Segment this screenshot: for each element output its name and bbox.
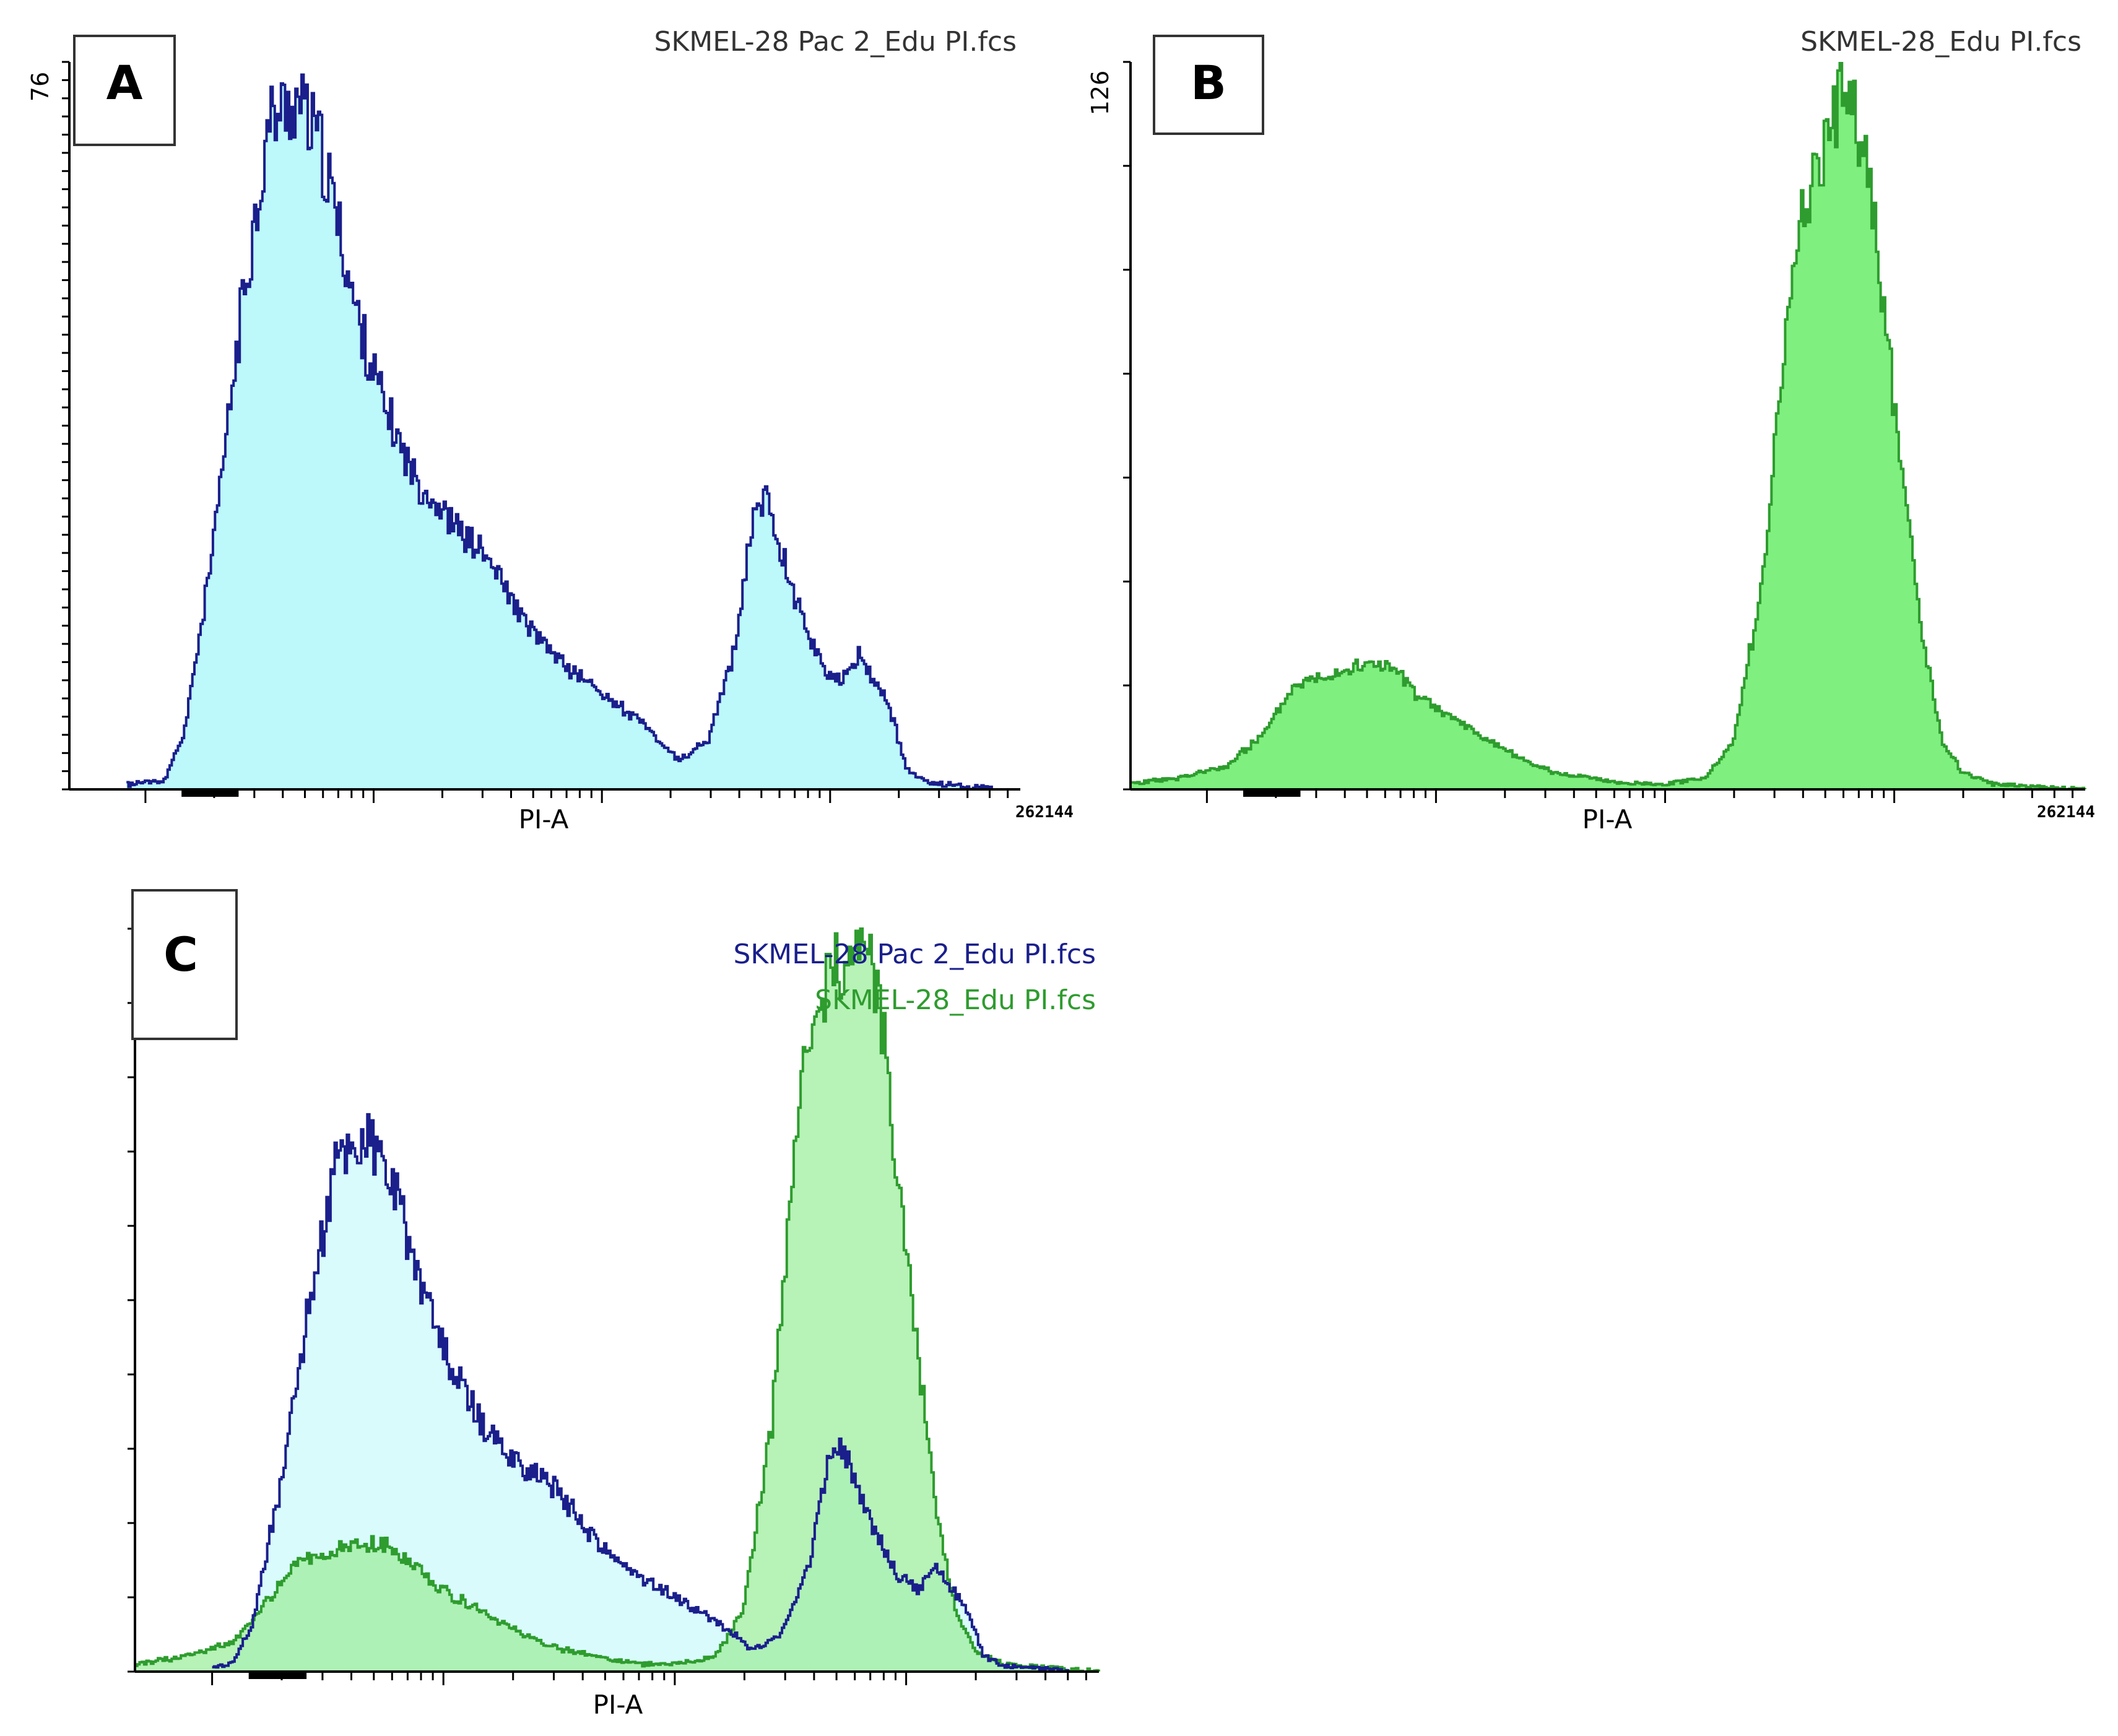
panel-b-y-max-label: 126 — [1087, 71, 1114, 116]
panel-b-x-minor-ticks — [1205, 789, 2074, 803]
x-axis-origin-marker — [181, 791, 239, 797]
panel-b-x-max-label: 262144 — [2037, 803, 2095, 822]
panel-c-pac2-histogram-outline — [212, 1113, 1070, 1673]
panel-a-pac2-histogram-outline — [126, 73, 993, 791]
panel-b-control-histogram-outline — [1131, 62, 2086, 791]
panel-a-y-max-label: 76 — [27, 72, 54, 102]
panel-c-label-box — [131, 889, 238, 1040]
panel-b-histogram: B SKMEL-28_Edu PI.fcs 126 PI-A 262144 — [1087, 26, 2095, 835]
panel-b-control-histogram-fill — [1131, 63, 2085, 789]
panel-c-label: C — [163, 927, 198, 982]
panel-c-x-axis-label: PI-A — [593, 1690, 643, 1720]
panel-b-x-axis-label: PI-A — [1582, 804, 1633, 835]
panel-a-file-name: SKMEL-28 Pac 2_Edu PI.fcs — [654, 26, 1017, 58]
panel-a-x-minor-ticks — [144, 789, 1009, 803]
panel-a-label: A — [106, 55, 143, 110]
panel-c-overlay-histogram: C SKMEL-28 Pac 2_Edu PI.fcs SKMEL-28_Edu… — [128, 889, 1100, 1720]
panel-c-control-histogram-outline — [135, 927, 1100, 1673]
panel-a-x-axis-label: PI-A — [519, 804, 569, 835]
panel-b-label: B — [1191, 55, 1226, 110]
panel-c-x-minor-ticks — [211, 1672, 1087, 1685]
panel-a-x-max-label: 262144 — [1015, 803, 1074, 822]
panel-c-legend-pac2: SKMEL-28 Pac 2_Edu PI.fcs — [733, 939, 1096, 970]
panel-a-label-box — [73, 35, 176, 146]
panel-a-pac2-histogram-fill — [126, 74, 992, 790]
panel-c-legend-control: SKMEL-28_Edu PI.fcs — [815, 984, 1096, 1016]
panel-b-file-name: SKMEL-28_Edu PI.fcs — [1800, 26, 2081, 58]
x-axis-origin-marker — [248, 1673, 307, 1679]
panel-b-label-box — [1153, 35, 1264, 135]
x-axis-origin-marker — [1243, 791, 1301, 797]
panel-a-histogram: A SKMEL-28 Pac 2_Edu PI.fcs 76 PI-A 2621… — [27, 26, 1074, 835]
